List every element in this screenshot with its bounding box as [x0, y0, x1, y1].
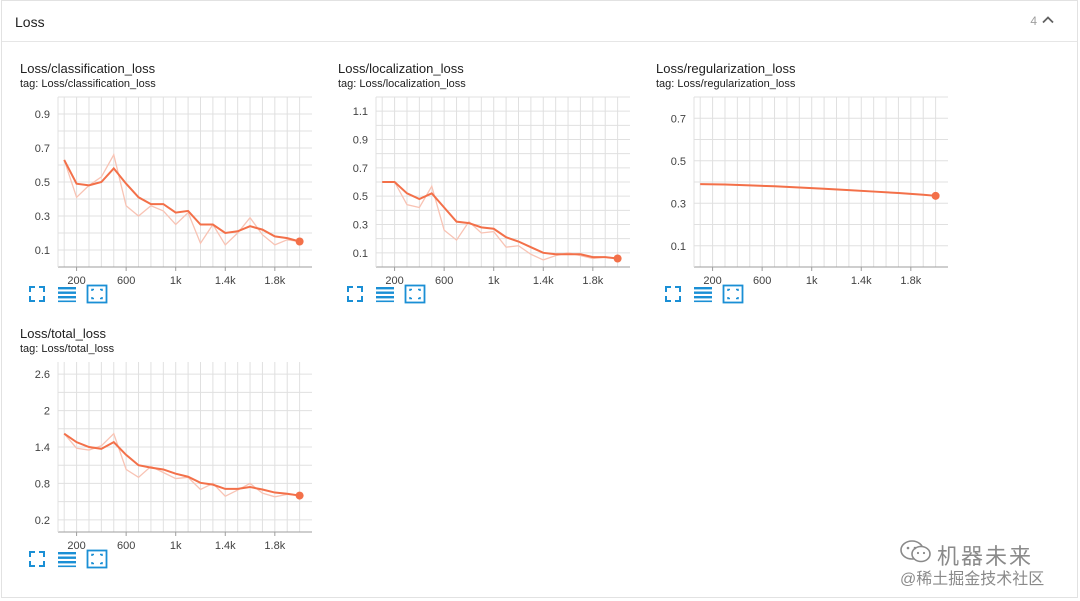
chart-card-classification: Loss/classification_loss tag: Loss/class… [20, 61, 338, 321]
last-point-marker [295, 491, 304, 500]
last-point-marker [931, 191, 940, 200]
series-line-smoothed [63, 159, 300, 243]
x-tick-label: 1.4k [533, 275, 554, 286]
chart-plot[interactable]: 0.2 0.8 1.4 2 2.6 200 600 1k 1.4k 1.8k [20, 356, 338, 551]
x-tick-label: 200 [67, 540, 85, 551]
expand-icon[interactable] [344, 283, 366, 305]
data-table-icon[interactable] [692, 283, 714, 305]
y-tick-label: 0.1 [35, 245, 50, 257]
x-tick-label: 600 [753, 275, 771, 286]
chart-title: Loss/localization_loss [338, 61, 464, 76]
series-line-smoothed [63, 432, 300, 497]
x-tick-label: 1.8k [900, 275, 921, 286]
chart-card-localization: Loss/localization_loss tag: Loss/localiz… [338, 61, 656, 321]
chart-plot[interactable]: 0.1 0.3 0.5 0.7 0.9 1.1 200 600 1k 1.4k 1.8k [338, 91, 656, 286]
y-tick-label: 2.6 [35, 369, 50, 381]
x-tick-label: 600 [117, 275, 135, 286]
data-table-icon[interactable] [56, 548, 78, 570]
data-table-icon[interactable] [374, 283, 396, 305]
y-tick-label: 0.2 [35, 515, 50, 527]
expand-icon[interactable] [26, 548, 48, 570]
fit-domain-icon[interactable] [86, 283, 108, 305]
y-tick-label: 0.9 [353, 135, 368, 147]
section-header[interactable]: Loss 4 [2, 1, 1077, 42]
y-tick-label: 0.7 [35, 143, 50, 155]
data-table-icon[interactable] [56, 283, 78, 305]
expand-icon[interactable] [662, 283, 684, 305]
watermark-title: 机器未来 [937, 544, 1034, 569]
x-tick-label: 1.8k [264, 540, 285, 551]
x-tick-label: 1.4k [215, 275, 236, 286]
series-line-smoothed [700, 183, 936, 197]
x-tick-label: 1.4k [215, 540, 236, 551]
y-tick-label: 2 [44, 406, 50, 418]
chart-tag: tag: Loss/total_loss [20, 343, 115, 355]
chart-tag: tag: Loss/classification_loss [20, 78, 156, 90]
y-tick-label: 0.7 [671, 113, 686, 125]
chart-tag: tag: Loss/regularization_loss [656, 78, 796, 90]
chart-title: Loss/regularization_loss [656, 61, 796, 76]
y-tick-label: 0.5 [671, 156, 686, 168]
fit-domain-icon[interactable] [86, 548, 108, 570]
x-tick-label: 1k [488, 275, 500, 286]
x-tick-label: 1k [170, 275, 182, 286]
y-tick-label: 0.5 [353, 191, 368, 203]
series-line-raw [63, 153, 300, 246]
y-tick-label: 0.9 [35, 109, 50, 121]
fit-domain-icon[interactable] [722, 283, 744, 305]
y-tick-label: 0.3 [671, 198, 686, 210]
series-line-raw [63, 432, 300, 498]
x-tick-label: 1.8k [582, 275, 603, 286]
chart-card-total: Loss/total_loss tag: Loss/total_loss 0.2… [20, 326, 338, 586]
series-line-raw [382, 181, 618, 261]
series-line-smoothed [382, 181, 618, 260]
chart-plot[interactable]: 0.1 0.3 0.5 0.7 200 600 1k 1.4k 1.8k [656, 91, 974, 286]
chart-title: Loss/total_loss [20, 326, 106, 341]
expand-icon[interactable] [26, 283, 48, 305]
y-tick-label: 0.3 [353, 220, 368, 232]
y-tick-label: 0.1 [671, 241, 686, 253]
y-tick-label: 0.5 [35, 177, 50, 189]
y-tick-label: 0.1 [353, 248, 368, 260]
fit-domain-icon[interactable] [404, 283, 426, 305]
x-tick-label: 1k [170, 540, 182, 551]
x-tick-label: 200 [703, 275, 721, 286]
y-tick-label: 0.8 [35, 478, 50, 490]
chart-tag: tag: Loss/localization_loss [338, 78, 466, 90]
y-tick-label: 0.3 [35, 211, 50, 223]
watermark-subtitle: @稀土掘金技术社区 [900, 571, 1045, 588]
y-tick-label: 1.1 [353, 106, 368, 118]
x-tick-label: 200 [67, 275, 85, 286]
section-count: 4 [1030, 14, 1037, 28]
chart-title: Loss/classification_loss [20, 61, 156, 76]
chart-plot[interactable]: 0.1 0.3 0.5 0.7 0.9 200 600 1k 1.4k 1.8k [20, 91, 338, 286]
x-tick-label: 1.8k [264, 275, 285, 286]
chevron-up-icon[interactable] [1041, 13, 1055, 27]
watermark: 机器未来 @稀土掘金技术社区 [895, 537, 1080, 588]
section-title: Loss [15, 14, 45, 30]
x-tick-label: 600 [117, 540, 135, 551]
y-tick-label: 0.7 [353, 163, 368, 175]
x-tick-label: 600 [435, 275, 453, 286]
last-point-marker [613, 254, 622, 263]
y-tick-label: 1.4 [35, 442, 50, 454]
chart-card-regularization: Loss/regularization_loss tag: Loss/regul… [656, 61, 974, 321]
x-tick-label: 200 [385, 275, 403, 286]
x-tick-label: 1k [806, 275, 818, 286]
wechat-icon [900, 540, 931, 563]
x-tick-label: 1.4k [851, 275, 872, 286]
last-point-marker [295, 237, 304, 246]
